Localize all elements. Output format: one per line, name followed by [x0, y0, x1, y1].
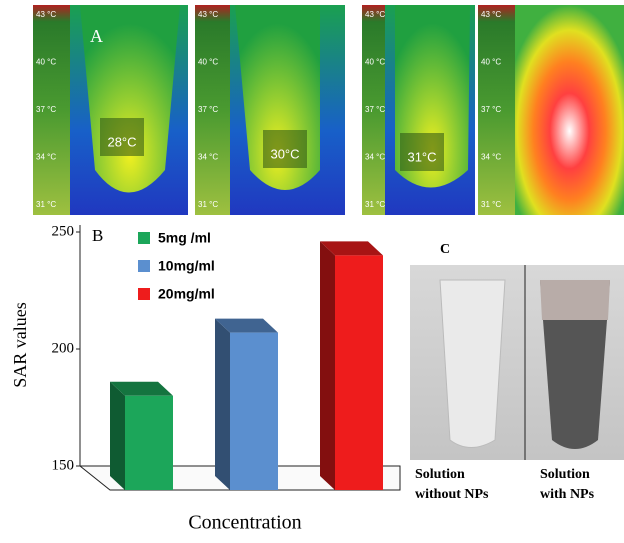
scale-label: 34 °C: [36, 153, 56, 162]
panel-a: A 43 °C 40 °C 37 °C 34 °C 31 °C 43 °C 40 °C 37 …: [33, 5, 624, 215]
panel-label: A: [90, 26, 103, 46]
bar-side: [215, 319, 230, 490]
scale-label: 34 °C: [481, 153, 501, 162]
y-tick-label: 150: [52, 457, 75, 473]
bar: [335, 255, 383, 490]
scale-label: 31 °C: [36, 200, 56, 209]
scale-label: 43 °C: [481, 10, 501, 19]
reading: 31°C: [407, 149, 436, 164]
legend-swatch: [138, 288, 150, 300]
panel-b: B SAR values Concentration 150 200 250 5mg …: [10, 223, 400, 533]
legend-label: 20mg/ml: [158, 286, 215, 302]
scale-label: 31 °C: [198, 200, 218, 209]
scale-label: 34 °C: [198, 153, 218, 162]
y-axis-label: SAR values: [10, 302, 30, 388]
bar: [230, 333, 278, 490]
legend-label: 10mg/ml: [158, 258, 215, 274]
bar-side: [320, 241, 335, 490]
scale-label: 43 °C: [36, 10, 56, 19]
x-axis-label: Concentration: [188, 512, 301, 534]
figure: A 43 °C 40 °C 37 °C 34 °C 31 °C 43 °C 40 °C 37 …: [0, 0, 624, 538]
reading: 28°C: [107, 134, 136, 149]
panel-label: C: [440, 242, 450, 257]
scale-label: 34 °C: [365, 153, 385, 162]
bar: [125, 396, 173, 490]
legend-label: 5mg /ml: [158, 230, 211, 246]
scale-label: 40 °C: [481, 58, 501, 67]
scale-label: 40 °C: [365, 58, 385, 67]
panel-label: B: [92, 226, 103, 245]
bar-side: [110, 382, 125, 490]
scale-label: 37 °C: [198, 105, 218, 114]
scale-label: 31 °C: [481, 200, 501, 209]
legend-swatch: [138, 232, 150, 244]
tube-cap: [540, 280, 610, 320]
y-tick-label: 250: [52, 223, 75, 239]
scale-label: 37 °C: [36, 105, 56, 114]
y-tick-label: 200: [52, 340, 75, 356]
scale-label: 31 °C: [365, 200, 385, 209]
scale-label: 37 °C: [365, 105, 385, 114]
legend-swatch: [138, 260, 150, 272]
tube: [440, 280, 505, 448]
reading: 30°C: [270, 146, 299, 161]
scale-label: 40 °C: [198, 58, 218, 67]
scale-label: 43 °C: [365, 10, 385, 19]
scale-label: 40 °C: [36, 58, 56, 67]
scale-label: 37 °C: [481, 105, 501, 114]
scale-label: 43 °C: [198, 10, 218, 19]
thermal-bg: [515, 5, 624, 215]
